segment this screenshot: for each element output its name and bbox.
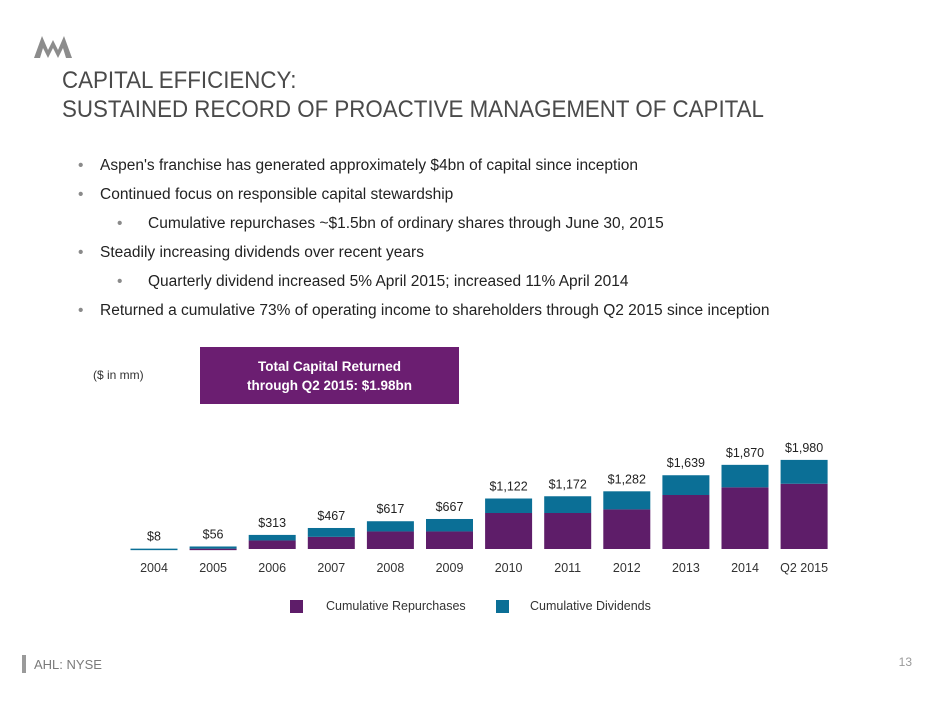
bar-cumulative-dividends-2005 [189,546,237,549]
bullet-item: • Steadily increasing dividends over rece… [78,244,424,261]
bar-cumulative-dividends-2012 [603,491,651,510]
bar-cumulative-dividends-2009 [426,518,473,532]
bar-cumulative-repurchases-q2-2015 [780,483,828,549]
chart-legend: Cumulative Repurchases Cumulative Divide… [0,598,940,618]
total-label-2008: $617 [376,502,404,516]
total-label-2005: $56 [203,527,224,541]
total-label-2012: $1,282 [608,472,646,486]
x-tick-label-2007: 2007 [317,561,345,575]
callout-line-1: Total Capital Returned [257,358,401,374]
bar-cumulative-repurchases-2010 [485,513,533,549]
bar-cumulative-repurchases-2006 [248,540,296,549]
x-tick-label-2008: 2008 [376,561,404,575]
total-capital-callout: Total Capital Returned through Q2 2015: … [200,347,459,404]
x-tick-label-q2-2015: Q2 2015 [780,561,828,575]
legend-label-dividends: Cumulative Dividends [530,599,651,613]
bar-cumulative-dividends-2014 [721,464,769,488]
page-number: 13 [898,655,912,669]
bar-cumulative-dividends-2008 [366,521,414,532]
footer-ticker: AHL: NYSE [34,657,102,672]
x-tick-label-2009: 2009 [436,561,464,575]
x-tick-label-2014: 2014 [731,561,759,575]
bar-cumulative-repurchases-2005 [189,548,237,551]
total-label-2006: $313 [258,516,286,530]
total-label-2009: $667 [436,500,464,514]
legend-swatch-dividends [496,600,509,613]
bar-cumulative-dividends-q2-2015 [780,459,828,484]
bullet-item: • Returned a cumulative 73% of operating … [78,302,770,319]
x-tick-label-2013: 2013 [672,561,700,575]
unit-label: ($ in mm) [93,368,144,382]
bar-cumulative-repurchases-2014 [721,487,769,549]
sub-bullet-item: • Quarterly dividend increased 5% April 2… [117,273,629,290]
aspen-logo-icon [34,36,72,58]
x-tick-label-2005: 2005 [199,561,227,575]
x-tick-label-2010: 2010 [495,561,523,575]
bar-cumulative-repurchases-2008 [366,531,414,549]
total-label-2007: $467 [317,509,345,523]
total-label-2011: $1,172 [549,477,587,491]
x-tick-label-2006: 2006 [258,561,286,575]
bar-cumulative-dividends-2004 [130,548,178,551]
sub-bullet-item: • Cumulative repurchases ~$1.5bn of ordin… [117,215,664,232]
total-label-2013: $1,639 [667,456,705,470]
title-line-1: CAPITAL EFFICIENCY: [62,67,297,94]
bar-cumulative-dividends-2007 [307,527,355,537]
bar-cumulative-repurchases-2011 [544,513,592,549]
total-label-2014: $1,870 [726,446,764,460]
total-label-2010: $1,122 [489,480,527,494]
legend-label-repurchases: Cumulative Repurchases [326,599,466,613]
legend-swatch-repurchases [290,600,303,613]
bar-cumulative-repurchases-2007 [307,536,355,549]
bullet-item: • Continued focus on responsible capital … [78,186,454,203]
x-tick-label-2012: 2012 [613,561,641,575]
bar-cumulative-dividends-2006 [248,534,296,541]
title-line-2: SUSTAINED RECORD OF PROACTIVE MANAGEMENT… [62,96,764,123]
footer-accent-bar [22,655,26,673]
bar-cumulative-dividends-2011 [544,496,592,513]
bar-cumulative-repurchases-2012 [603,509,651,549]
bar-cumulative-dividends-2013 [662,475,710,495]
bar-cumulative-dividends-2010 [485,498,533,513]
x-tick-label-2011: 2011 [554,561,581,575]
x-tick-label-2004: 2004 [140,561,168,575]
bullet-item: • Aspen's franchise has generated approxi… [78,157,639,174]
bar-cumulative-repurchases-2009 [426,531,473,549]
bullet-list: • Aspen's franchise has generated approxi… [78,151,938,325]
callout-line-2: through Q2 2015: $1.98bn [246,377,413,393]
total-label-2004: $8 [147,530,161,544]
bar-cumulative-repurchases-2013 [662,495,710,549]
total-label-q2-2015: $1,980 [785,441,823,455]
page-title: CAPITAL EFFICIENCY: SUSTAINED RECORD OF … [62,66,764,124]
